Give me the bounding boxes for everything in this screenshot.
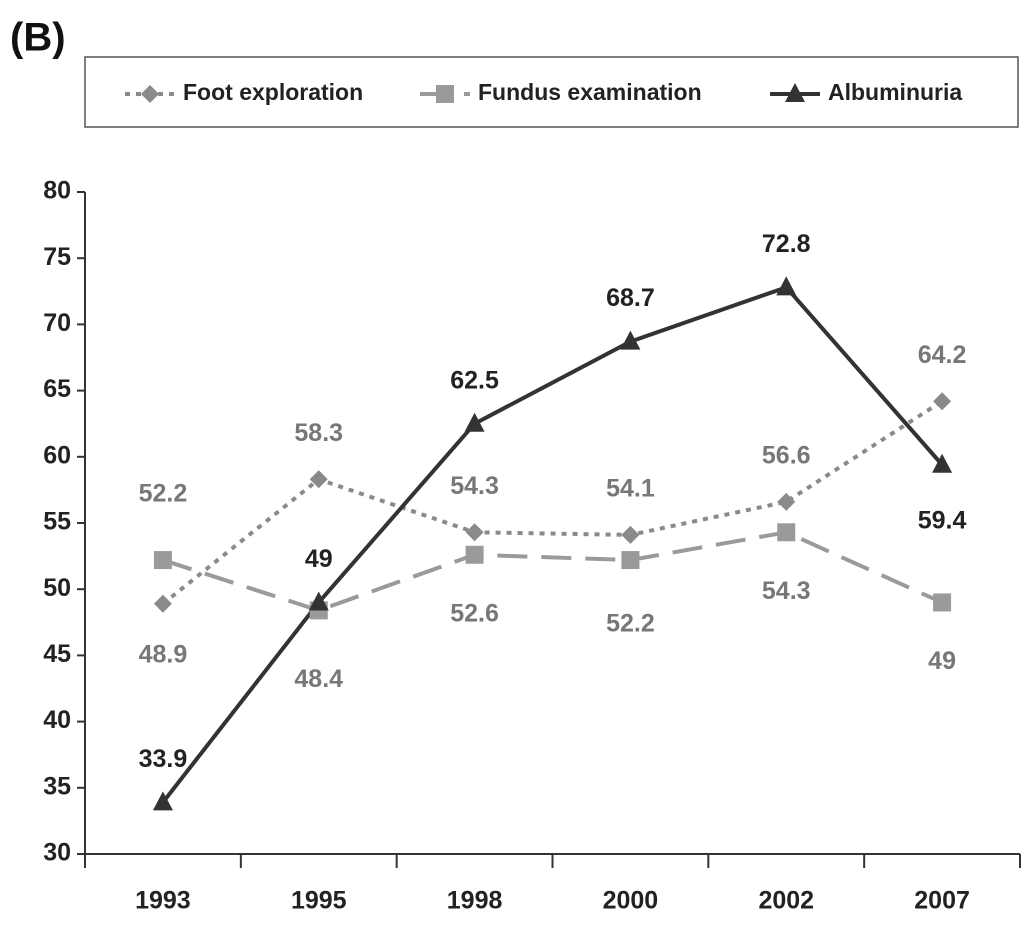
x-tick-label: 2000 (603, 887, 659, 915)
value-label: 49 (305, 545, 333, 573)
marker (465, 545, 484, 564)
legend-label: Foot exploration (183, 79, 363, 105)
y-tick-label: 35 (43, 772, 71, 800)
y-tick-label: 65 (43, 375, 71, 403)
value-label: 62.5 (450, 366, 499, 394)
marker (621, 525, 640, 544)
marker (308, 591, 329, 611)
value-label: 72.8 (762, 230, 811, 258)
marker (932, 453, 953, 473)
value-label: 68.7 (606, 284, 655, 312)
marker (933, 392, 952, 411)
y-tick-label: 50 (43, 574, 71, 602)
marker (933, 593, 952, 612)
marker (785, 83, 805, 102)
series-line (162, 530, 943, 613)
value-label: 52.2 (139, 480, 188, 508)
value-label: 49 (928, 647, 956, 675)
panel-label: (B) (10, 16, 66, 60)
series-line (161, 284, 944, 804)
value-label: 33.9 (139, 745, 188, 773)
legend-label: Fundus examination (478, 79, 702, 105)
y-tick-label: 45 (43, 640, 71, 668)
series-line (161, 399, 944, 606)
value-label: 58.3 (294, 419, 343, 447)
marker (465, 523, 484, 542)
value-label: 48.9 (139, 640, 188, 668)
y-tick-label: 40 (43, 706, 71, 734)
x-tick-label: 2007 (914, 887, 970, 915)
value-label: 54.1 (606, 475, 655, 503)
value-label: 54.3 (762, 577, 811, 605)
value-label: 52.6 (450, 599, 499, 627)
y-tick-label: 60 (43, 441, 71, 469)
x-tick-label: 2002 (758, 887, 814, 915)
y-tick-label: 30 (43, 839, 71, 867)
marker (309, 470, 328, 489)
value-label: 64.2 (918, 341, 967, 369)
marker (153, 551, 172, 570)
marker (153, 594, 172, 613)
y-tick-label: 70 (43, 309, 71, 337)
x-tick-label: 1993 (135, 887, 191, 915)
value-label: 56.6 (762, 441, 811, 469)
marker (152, 791, 173, 811)
x-tick-label: 1995 (291, 887, 347, 915)
value-label: 54.3 (450, 472, 499, 500)
value-label: 48.4 (294, 665, 343, 693)
y-tick-label: 55 (43, 508, 71, 536)
y-tick-label: 75 (43, 243, 71, 271)
x-tick-label: 1998 (447, 887, 503, 915)
marker (141, 85, 159, 103)
marker (777, 523, 796, 542)
y-tick-label: 80 (43, 177, 71, 205)
marker (777, 492, 796, 511)
legend-label: Albuminuria (828, 79, 962, 105)
value-label: 59.4 (918, 506, 967, 534)
marker (776, 276, 797, 296)
marker (436, 85, 454, 103)
marker (464, 412, 485, 432)
marker (621, 551, 640, 570)
legend-box (84, 56, 1019, 128)
value-label: 52.2 (606, 610, 655, 638)
marker (620, 330, 641, 350)
